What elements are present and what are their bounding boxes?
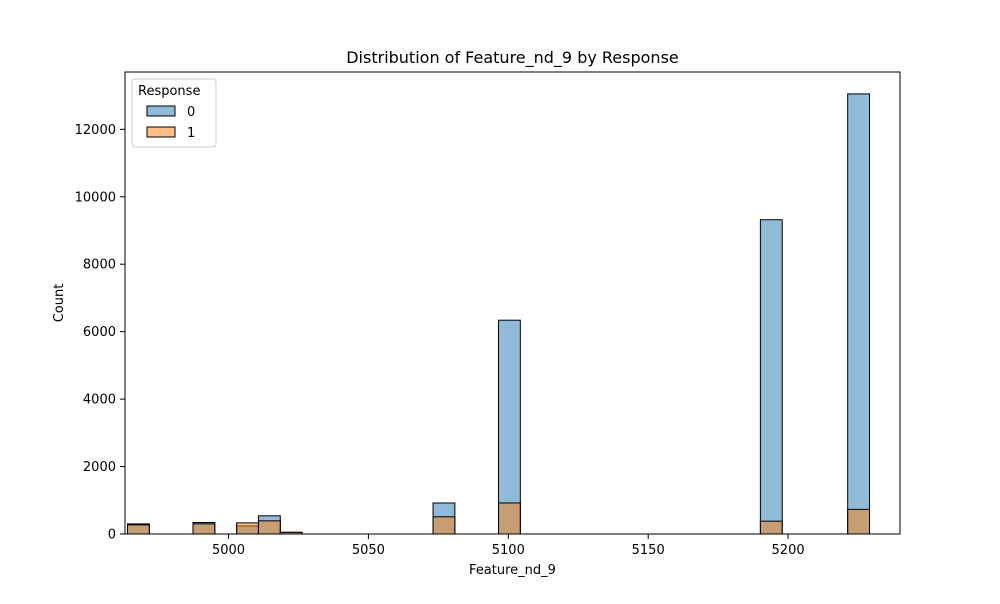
bar-series-1-bin-7 <box>759 520 783 535</box>
x-tick-label: 5000 <box>212 543 245 558</box>
bar-series-0-bin-7 <box>759 219 783 535</box>
bar-series-0-bin-8 <box>847 93 870 535</box>
plot-frame <box>124 71 901 535</box>
bar-series-1-bin-1 <box>192 523 216 535</box>
y-tick-label: 10000 <box>75 190 116 205</box>
y-tick-label: 8000 <box>83 258 116 273</box>
y-tick-label: 12000 <box>75 123 116 138</box>
y-tick-label: 6000 <box>83 325 116 340</box>
x-axis: 5000 5050 5100 5150 5200 <box>212 534 805 558</box>
bar-series-1-bin-3 <box>257 520 281 535</box>
y-tick-label: 0 <box>108 528 116 543</box>
bars-layer <box>127 93 870 535</box>
bar-series-1-bin-5 <box>432 516 456 535</box>
y-tick-label: 2000 <box>83 460 116 475</box>
y-axis: 0 2000 4000 6000 8000 10000 12000 <box>75 123 125 543</box>
y-tick-label: 4000 <box>83 393 116 408</box>
x-tick-label: 5200 <box>772 543 805 558</box>
x-tick-label: 5150 <box>632 543 665 558</box>
bar-series-0-bin-6 <box>498 319 521 535</box>
legend-label-0: 0 <box>187 105 195 120</box>
bar-series-1-bin-0 <box>127 524 150 535</box>
legend-title: Response <box>138 84 200 99</box>
x-axis-label: Feature_nd_9 <box>469 563 556 578</box>
x-tick-label: 5100 <box>492 543 525 558</box>
legend-label-1: 1 <box>187 126 195 141</box>
y-axis-label: Count <box>52 284 67 323</box>
chart-title: Distribution of Feature_nd_9 by Response <box>346 48 679 68</box>
legend-swatch-1 <box>146 126 176 138</box>
bar-series-1-bin-2 <box>236 522 259 535</box>
legend-swatch-0 <box>146 105 176 117</box>
x-tick-label: 5050 <box>352 543 385 558</box>
legend: Response 0 1 <box>131 78 217 148</box>
bar-series-1-bin-8 <box>847 508 870 535</box>
bar-series-1-bin-6 <box>498 502 521 535</box>
